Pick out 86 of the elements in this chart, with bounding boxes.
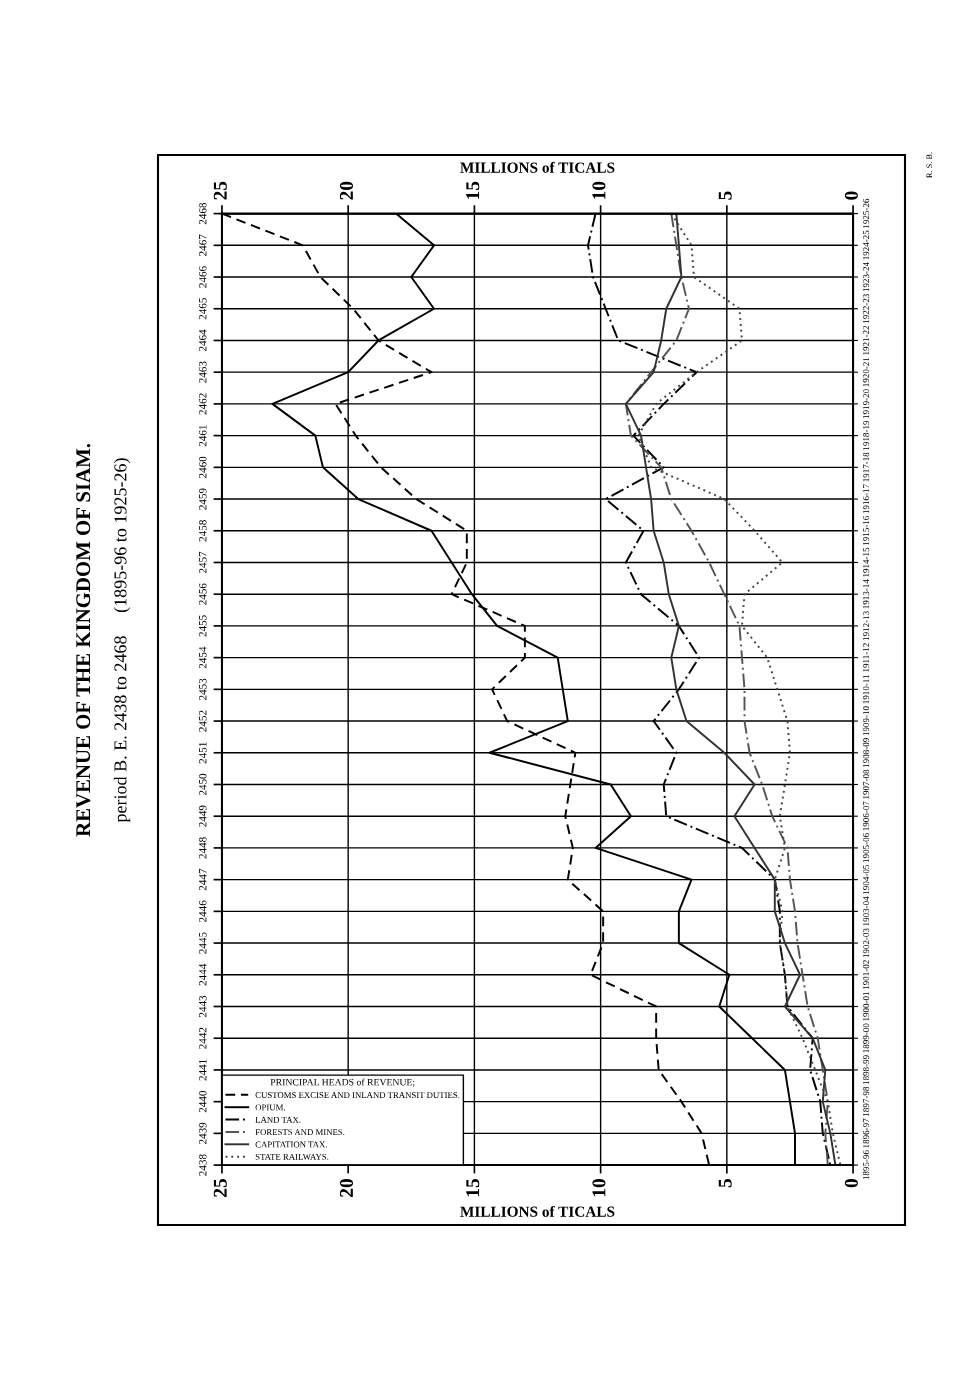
y-tick-label: 2462 xyxy=(199,393,207,415)
x-tick-label: 0 xyxy=(844,1179,858,1188)
x2-tick-label: 0 xyxy=(844,191,858,200)
y2-tick-label: 1920-21 xyxy=(863,357,870,387)
y2-tick-label: 1916-17 xyxy=(863,484,870,514)
y-tick-label: 2441 xyxy=(199,1059,207,1081)
x2-tick-label: 15 xyxy=(466,181,480,199)
y2-tick-label: 1911-12 xyxy=(863,643,870,672)
y-tick-label: 2448 xyxy=(199,837,207,859)
y-tick-label: 2451 xyxy=(199,742,207,764)
y-tick-label: 2467 xyxy=(199,234,207,256)
y2-tick-label: 1917-18 xyxy=(863,452,870,482)
y-tick-label: 2454 xyxy=(199,646,207,669)
y-tick-label: 2465 xyxy=(199,298,207,320)
y-tick-label: 2456 xyxy=(199,583,207,605)
y-tick-label: 2446 xyxy=(199,900,207,922)
y2-tick-label: 1904-05 xyxy=(863,864,870,894)
y-tick-label: 2455 xyxy=(199,615,207,637)
y-tick-label: 2458 xyxy=(199,520,207,542)
legend-label: CAPITATION TAX. xyxy=(255,1141,327,1148)
y2-tick-label: 1909-10 xyxy=(863,706,870,736)
y-tick-label: 2445 xyxy=(199,932,207,954)
y-tick-label: 2461 xyxy=(199,425,207,447)
y-tick-label: 2439 xyxy=(199,1122,207,1144)
x2-tick-label: 20 xyxy=(339,181,354,200)
y-tick-label: 2457 xyxy=(199,551,207,574)
x-tick-label: 15 xyxy=(466,1178,480,1197)
y2-tick-label: 1899-00 xyxy=(863,1023,870,1053)
y-tick-label: 2447 xyxy=(199,868,207,891)
y2-tick-label: 1906-07 xyxy=(863,801,870,831)
y-tick-label: 2463 xyxy=(199,361,207,383)
y-tick-label: 2440 xyxy=(199,1090,207,1113)
y2-tick-label: 1902-03 xyxy=(863,928,870,958)
x-axis-title: MILLIONS of TICALS xyxy=(460,1205,615,1217)
legend-label: FORESTS AND MINES. xyxy=(255,1129,345,1136)
y2-tick-label: 1915-16 xyxy=(863,515,870,546)
y2-tick-label: 1908-09 xyxy=(863,738,870,768)
y-tick-label: 2438 xyxy=(199,1154,207,1176)
y2-tick-label: 1898-99 xyxy=(863,1055,870,1085)
y2-tick-label: 1912-13 xyxy=(863,611,870,641)
text: R. S. B. xyxy=(926,152,933,178)
legend-label: LAND TAX. xyxy=(255,1116,301,1123)
y2-tick-label: 1903-04 xyxy=(863,896,870,926)
y-tick-label: 2459 xyxy=(199,488,207,510)
y-tick-label: 2443 xyxy=(199,995,207,1018)
y-tick-label: 2468 xyxy=(199,202,207,225)
y2-tick-label: 1895-96 xyxy=(863,1150,870,1180)
y2-tick-label: 1900-01 xyxy=(863,992,870,1021)
y-tick-label: 2444 xyxy=(199,963,207,986)
x-tick-label: 5 xyxy=(718,1178,732,1188)
y2-tick-label: 1924-25 xyxy=(863,230,870,260)
y-tick-label: 2442 xyxy=(199,1027,207,1049)
x2-tick-label: 10 xyxy=(592,181,606,199)
x2-tick-label: 25 xyxy=(213,181,227,200)
y2-tick-label: 1910-11 xyxy=(863,675,870,704)
y2-tick-label: 1913-14 xyxy=(863,579,870,609)
x-tick-label: 20 xyxy=(339,1179,354,1197)
y-tick-label: 2452 xyxy=(199,710,207,732)
x2-axis-title: MILLIONS of TICALS xyxy=(460,161,615,173)
legend-label: STATE RAILWAYS. xyxy=(255,1153,329,1160)
y2-tick-label: 1914-15 xyxy=(863,547,870,577)
y2-tick-label: 1901-02 xyxy=(863,960,870,990)
text: period B. E. 2438 to 2468 (1895-96 to 1925-26) xyxy=(113,458,131,823)
y2-tick-label: 1925-26 xyxy=(863,198,870,228)
y2-tick-label: 1897-98 xyxy=(863,1086,870,1116)
x2-tick-label: 5 xyxy=(718,191,732,200)
y2-tick-label: 1905-06 xyxy=(863,833,870,863)
legend-label: OPIUM. xyxy=(255,1104,286,1111)
y-tick-label: 2464 xyxy=(199,329,207,352)
y-tick-label: 2453 xyxy=(199,678,207,700)
x-tick-label: 10 xyxy=(592,1179,606,1197)
y2-tick-label: 1921-22 xyxy=(863,325,870,355)
y-tick-label: 2449 xyxy=(199,805,207,827)
y-tick-label: 2450 xyxy=(199,773,207,796)
y2-tick-label: 1922-23 xyxy=(863,294,870,323)
legend-label: CUSTOMS EXCISE AND INLAND TRANSIT DUTIES. xyxy=(255,1092,460,1099)
y2-tick-label: 1907-08 xyxy=(863,769,870,799)
y-tick-label: 2460 xyxy=(199,456,207,478)
y-tick-label: 2466 xyxy=(199,266,207,288)
text: REVENUE OF THE KINGDOM OF SIAM. xyxy=(76,443,91,837)
y2-tick-label: 1923-24 xyxy=(863,262,870,292)
y2-tick-label: 1896-97 xyxy=(863,1118,870,1148)
x-tick-label: 25 xyxy=(213,1178,227,1197)
y2-tick-label: 1919-20 xyxy=(863,389,870,419)
y2-tick-label: 1918-19 xyxy=(863,420,870,450)
legend-title: PRINCIPAL HEADS of REVENUE; xyxy=(270,1078,415,1087)
